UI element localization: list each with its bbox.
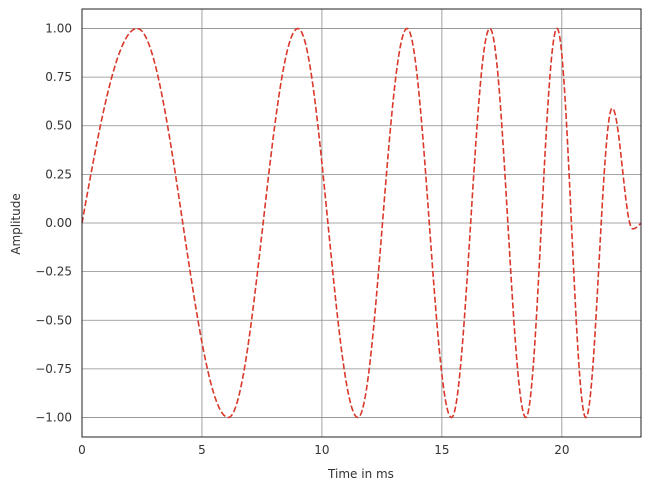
y-tick-label: 0.25 <box>45 167 72 181</box>
ticks: 0 5 10 15 20 −1.00 −0.75 −0.50 −0.25 0.00 0.25 0.50… <box>35 21 569 457</box>
y-tick-label: 0.50 <box>45 119 72 133</box>
y-tick-label: −0.25 <box>35 265 72 279</box>
y-tick-label: 0.75 <box>45 70 72 84</box>
y-tick-label: −0.50 <box>35 313 72 327</box>
series-line-signal <box>81 27 642 419</box>
x-tick-label: 15 <box>434 443 449 457</box>
x-tick-label: 5 <box>198 443 206 457</box>
y-tick-label: 1.00 <box>45 21 72 35</box>
y-tick-label: −0.75 <box>35 362 72 376</box>
plot-frame <box>81 8 642 438</box>
x-tick-label: 0 <box>78 443 86 457</box>
y-tick-label: 0.00 <box>45 216 72 230</box>
series-layer <box>81 27 642 419</box>
y-axis-label: Amplitude <box>9 193 23 255</box>
x-tick-label: 20 <box>554 443 569 457</box>
x-axis-label: Time in ms <box>327 467 394 481</box>
x-tick-label: 10 <box>314 443 329 457</box>
y-tick-label: −1.00 <box>35 411 72 425</box>
grid <box>81 9 641 437</box>
